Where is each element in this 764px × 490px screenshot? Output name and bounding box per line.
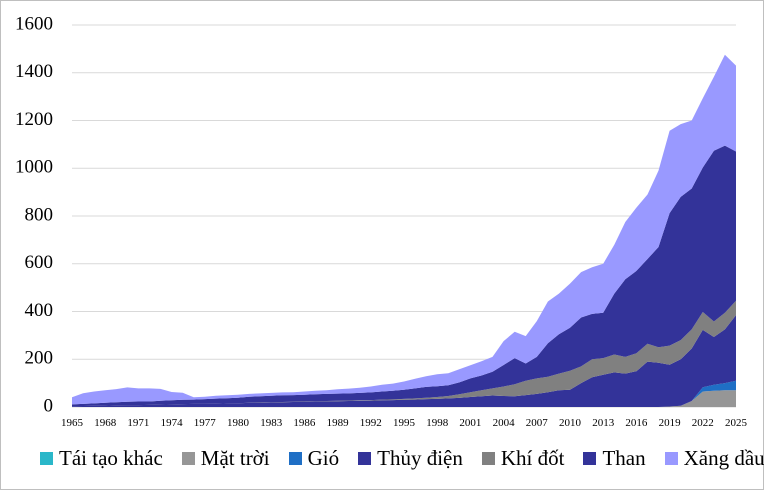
y-tick-label: 1400 <box>15 61 53 82</box>
legend: Tái tạo khác Mặt trời Gió Thủy điện Khí đốt T… <box>40 440 764 476</box>
legend-label: Tái tạo khác <box>59 445 163 470</box>
x-tick-label: 1998 <box>426 417 449 429</box>
legend-label: Mặt trời <box>200 445 270 470</box>
x-tick-label: 1986 <box>293 417 316 429</box>
legend-item: Than <box>583 445 646 471</box>
x-tick-label: 1968 <box>94 417 117 429</box>
legend-label: Thủy điện <box>377 445 463 470</box>
legend-item: Gió <box>288 445 340 471</box>
y-tick-label: 1200 <box>15 109 53 130</box>
x-tick-label: 2007 <box>526 417 549 429</box>
area-series-4 <box>72 300 736 407</box>
area-series <box>72 54 736 407</box>
x-axis-ticks: 1965 1968 1971 1974 1977 1980 1983 1986 1989 1992… <box>61 417 748 429</box>
x-tick-label: 1989 <box>327 417 350 429</box>
legend-label: Khí đốt <box>500 445 565 470</box>
y-tick-label: 1600 <box>15 13 53 34</box>
legend-swatch <box>288 451 302 465</box>
x-tick-label: 2016 <box>625 417 648 429</box>
x-tick-label: 2022 <box>692 417 714 429</box>
x-tick-label: 1971 <box>127 417 149 429</box>
x-tick-label: 2010 <box>559 417 582 429</box>
x-tick-label: 1992 <box>360 417 382 429</box>
legend-swatch <box>358 451 372 465</box>
x-tick-label: 1965 <box>61 417 84 429</box>
legend-label: Than <box>602 445 646 470</box>
legend-item: Khí đốt <box>481 445 565 471</box>
y-axis-ticks: 0 200 400 600 800 1000 1200 1400 1600 <box>15 13 53 416</box>
y-tick-label: 200 <box>25 348 54 369</box>
legend-item: Mặt trời <box>181 445 270 471</box>
legend-item: Thủy điện <box>358 446 463 471</box>
x-tick-label: 1980 <box>227 417 250 429</box>
x-tick-label: 2004 <box>493 417 516 429</box>
legend-item: Xăng dầu <box>664 445 764 471</box>
legend-label: Gió <box>307 445 340 470</box>
area-series-5 <box>72 145 736 407</box>
legend-swatch <box>181 451 195 465</box>
x-tick-label: 2019 <box>659 417 682 429</box>
legend-item: Tái tạo khác <box>40 446 163 471</box>
x-tick-label: 1974 <box>161 417 184 429</box>
y-tick-label: 400 <box>25 300 54 321</box>
legend-swatch <box>664 451 678 465</box>
area-series-3 <box>72 315 736 407</box>
y-tick-label: 0 <box>44 395 54 416</box>
area-series-6 <box>72 54 736 405</box>
x-tick-label: 1995 <box>393 417 416 429</box>
x-tick-label: 1983 <box>260 417 283 429</box>
y-tick-label: 600 <box>25 252 54 273</box>
y-tick-label: 1000 <box>15 157 53 178</box>
legend-label: Xăng dầu <box>683 445 764 470</box>
legend-swatch <box>40 451 53 465</box>
x-tick-label: 2001 <box>459 417 481 429</box>
y-tick-label: 800 <box>25 204 54 225</box>
x-tick-label: 2013 <box>592 417 615 429</box>
legend-swatch <box>583 451 597 465</box>
legend-swatch <box>481 451 495 465</box>
x-tick-label: 1977 <box>194 417 217 429</box>
x-tick-label: 2025 <box>725 417 748 429</box>
